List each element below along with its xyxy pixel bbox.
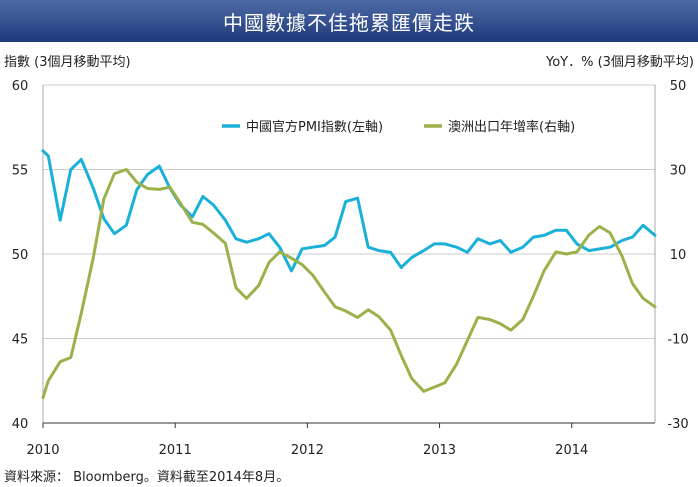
x-tick-label: 2014 <box>555 443 588 458</box>
x-tick-label: 2010 <box>26 443 59 458</box>
left-tick-label: 40 <box>12 417 29 432</box>
right-tick-label: -30 <box>667 417 688 432</box>
right-tick-label: 50 <box>670 79 687 94</box>
x-tick-label: 2013 <box>423 443 456 458</box>
source-note: 資料來源： Bloomberg。資料截至2014年8月。 <box>4 470 290 485</box>
legend: 中國官方PMI指數(左軸) 澳洲出口年增率(右軸) <box>222 119 575 135</box>
series-lines <box>41 149 657 400</box>
chart-title-bar: 中國數據不佳拖累匯價走跌 <box>0 0 698 42</box>
dual-axis-line-chart: 40 -30 45 -10 50 10 55 30 60 50 2010 2011 2012 2013 20… <box>12 79 689 458</box>
exports-series-line <box>41 168 657 400</box>
right-tick-label: -10 <box>667 333 688 348</box>
left-tick-label: 50 <box>12 248 29 263</box>
right-axis-title: YoY．% (3個月移動平均) <box>545 55 694 70</box>
chart-title: 中國數據不佳拖累匯價走跌 <box>223 10 475 35</box>
left-axis-title: 指數 (3個月移動平均) <box>4 55 131 70</box>
x-tick-label: 2012 <box>291 443 324 458</box>
legend-item-pmi-label: 中國官方PMI指數(左軸) <box>246 119 383 135</box>
left-tick-label: 45 <box>12 333 29 348</box>
tick-labels: 40 -30 45 -10 50 10 55 30 60 50 2010 2011 2012 2013 20… <box>12 79 689 458</box>
legend-item-exports-label: 澳洲出口年增率(右軸) <box>448 119 575 135</box>
x-tick-label: 2011 <box>159 443 192 458</box>
left-tick-label: 60 <box>12 79 29 94</box>
right-tick-label: 30 <box>670 164 687 179</box>
axes <box>42 85 656 428</box>
left-tick-label: 55 <box>12 164 29 179</box>
right-tick-label: 10 <box>670 248 687 263</box>
